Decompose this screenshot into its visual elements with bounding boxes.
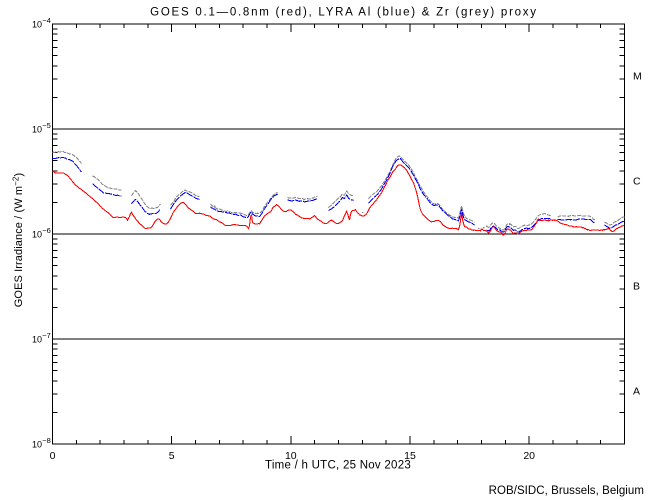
svg-text:−7: −7: [42, 331, 51, 340]
svg-text:−8: −8: [42, 436, 51, 445]
svg-text:GOES Irradiance / (W m−2): GOES Irradiance / (W m−2): [12, 173, 25, 307]
svg-text:10: 10: [32, 19, 42, 29]
svg-text:−5: −5: [42, 121, 51, 130]
svg-text:10: 10: [32, 439, 42, 449]
svg-text:ROB/SIDC, Brussels, Belgium: ROB/SIDC, Brussels, Belgium: [489, 485, 644, 497]
svg-text:10: 10: [32, 124, 42, 134]
svg-text:−4: −4: [42, 16, 51, 25]
svg-text:20: 20: [523, 450, 535, 462]
svg-text:GOES 0.1—0.8nm (red), LYRA Al: GOES 0.1—0.8nm (red), LYRA Al (blue) & Z…: [150, 7, 538, 19]
svg-text:A: A: [633, 385, 640, 397]
svg-text:M: M: [633, 70, 642, 82]
svg-text:−6: −6: [42, 226, 51, 235]
svg-text:B: B: [633, 280, 640, 292]
svg-text:10: 10: [32, 334, 42, 344]
svg-text:15: 15: [404, 450, 416, 462]
svg-text:C: C: [633, 175, 641, 187]
svg-text:0: 0: [50, 450, 56, 462]
svg-text:10: 10: [32, 229, 42, 239]
svg-text:10: 10: [285, 450, 297, 462]
svg-text:Time / h UTC, 25 Nov 2023: Time / h UTC, 25 Nov 2023: [265, 460, 411, 472]
svg-text:5: 5: [169, 450, 175, 462]
